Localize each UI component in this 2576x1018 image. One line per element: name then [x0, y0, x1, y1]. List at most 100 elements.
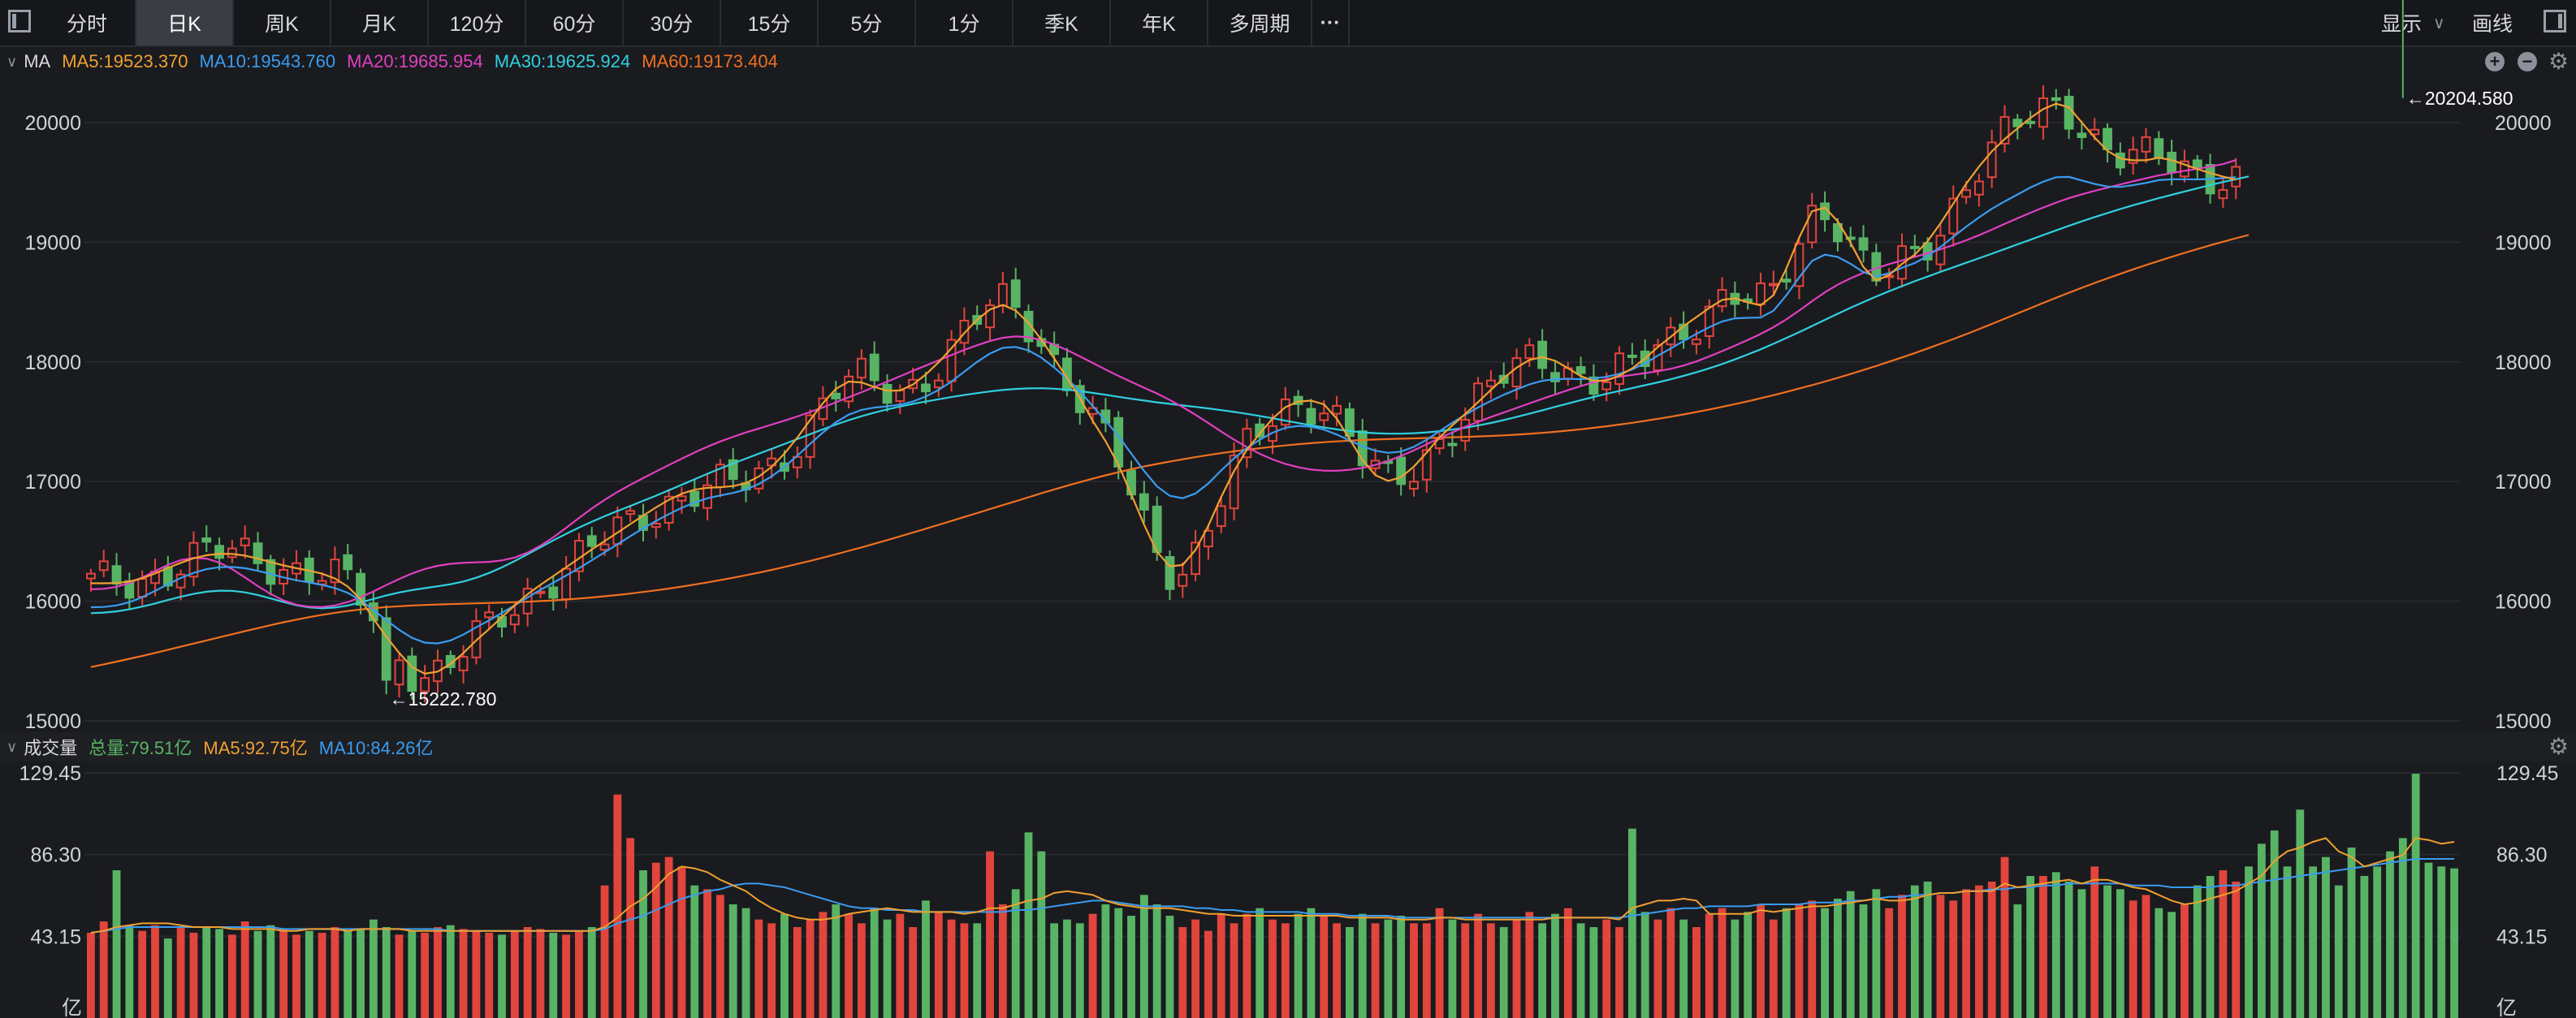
candle-body [253, 542, 263, 564]
candle-body [1485, 379, 1496, 387]
volume-bar [1165, 916, 1174, 1018]
volume-bar [2168, 912, 2176, 1018]
tab-daily-k[interactable]: 日K [136, 0, 234, 45]
volume-bar [1448, 919, 1457, 1018]
volume-bar [1230, 923, 1238, 1018]
candle-body [407, 655, 417, 692]
sidebar-toggle-icon[interactable] [8, 10, 31, 32]
candle-body [921, 383, 931, 393]
candle-body [2167, 151, 2177, 174]
volume-bar [2051, 872, 2060, 1018]
volume-bar [472, 930, 481, 1018]
candle-body [1152, 505, 1162, 554]
candle-body [1280, 398, 1290, 426]
volume-bar [549, 933, 558, 1018]
tab-multi-period[interactable]: 多周期 [1208, 0, 1312, 45]
volume-bar [344, 930, 352, 1018]
candle-body [741, 482, 751, 491]
volume-bar [485, 933, 494, 1018]
volume-gear-icon[interactable]: ⚙ [2548, 734, 2570, 759]
zoom-out-icon[interactable]: − [2518, 52, 2537, 71]
candle-body [279, 568, 289, 584]
candle-body [1768, 283, 1779, 287]
price-legend-title: MA [24, 51, 51, 71]
candle-body [227, 547, 237, 559]
volume-bar [2309, 866, 2318, 1018]
candle-body [2115, 152, 2125, 169]
volume-bar [1666, 908, 1675, 1018]
volume-bar [1422, 923, 1431, 1018]
volume-bar [715, 895, 724, 1018]
candle-body [1820, 202, 1830, 221]
price-tick-left: 20000 [24, 112, 81, 135]
volume-tick-left: 43.15 [30, 925, 81, 948]
volume-tick-left: 129.45 [19, 762, 81, 785]
volume-bar [664, 856, 673, 1018]
volume-bar [613, 794, 622, 1018]
candle-body [2128, 149, 2138, 164]
volume-bar [600, 885, 609, 1018]
tab-yearly-k[interactable]: 年K [1111, 0, 1208, 45]
candle-body [1588, 376, 1599, 395]
volume-bar [1320, 916, 1329, 1018]
candle-body [1010, 279, 1021, 308]
tab-quarterly-k[interactable]: 季K [1014, 0, 1111, 45]
gear-icon[interactable]: ⚙ [2548, 49, 2570, 74]
volume-bar [1101, 904, 1110, 1018]
volume-bar [292, 934, 300, 1018]
volume-bar [845, 913, 853, 1018]
volume-bar [677, 866, 686, 1018]
more-icon[interactable]: ··· [1312, 0, 1350, 45]
volume-bar [1974, 885, 1983, 1018]
tab-weekly-k[interactable]: 周K [234, 0, 331, 45]
candle-body [1447, 442, 1458, 446]
volume-bar [2270, 830, 2279, 1018]
volume-bar [1024, 832, 1033, 1018]
tab-monthly-k[interactable]: 月K [331, 0, 429, 45]
volume-bar [1936, 895, 1945, 1018]
volume-bar [1397, 916, 1406, 1018]
volume-bar [2411, 774, 2420, 1018]
candle-body [650, 523, 661, 528]
zoom-in-icon[interactable]: + [2485, 52, 2505, 71]
candle-body [1858, 237, 1869, 251]
ma60-line [90, 234, 2250, 668]
candle-body [612, 516, 623, 546]
volume-bar [1640, 912, 1649, 1018]
candle-body [1973, 180, 1984, 196]
draw-line-button[interactable]: 画线 [2472, 13, 2513, 36]
candle-body [1396, 456, 1407, 485]
volume-bar [1718, 908, 1727, 1018]
tab-1min[interactable]: 1分 [916, 0, 1014, 45]
volume-bar [639, 870, 647, 1018]
volume-bar [459, 929, 468, 1018]
candle-body [1126, 469, 1136, 496]
collapse-icon[interactable]: ∨ [6, 738, 18, 755]
candle-body [1178, 573, 1188, 587]
candle-body [111, 565, 122, 585]
tab-5min[interactable]: 5分 [819, 0, 916, 45]
volume-bar [1178, 927, 1187, 1018]
tab-60min[interactable]: 60分 [526, 0, 624, 45]
volume-bar [754, 919, 763, 1018]
candle-body [933, 379, 944, 389]
volume-bar [1782, 908, 1791, 1018]
volume-bar [793, 927, 802, 1018]
display-menu[interactable]: 显示 ∨ [2381, 0, 2445, 45]
candle-body [394, 659, 404, 686]
candle-body [792, 455, 802, 468]
volume-bar [253, 930, 262, 1018]
volume-bar [498, 934, 506, 1018]
tab-intraday[interactable]: 分时 [39, 0, 136, 45]
collapse-icon[interactable]: ∨ [6, 53, 18, 70]
volume-bar [1139, 895, 1148, 1018]
volume-bar [1898, 895, 1906, 1018]
price-tick-left: 17000 [24, 471, 81, 494]
volume-bar [395, 934, 404, 1018]
volume-bar [408, 930, 417, 1018]
tab-30min[interactable]: 30分 [624, 0, 721, 45]
tab-15min[interactable]: 15分 [721, 0, 819, 45]
volume-bar [947, 919, 956, 1018]
panel-toggle-icon[interactable] [2544, 10, 2566, 32]
tab-120min[interactable]: 120分 [429, 0, 526, 45]
